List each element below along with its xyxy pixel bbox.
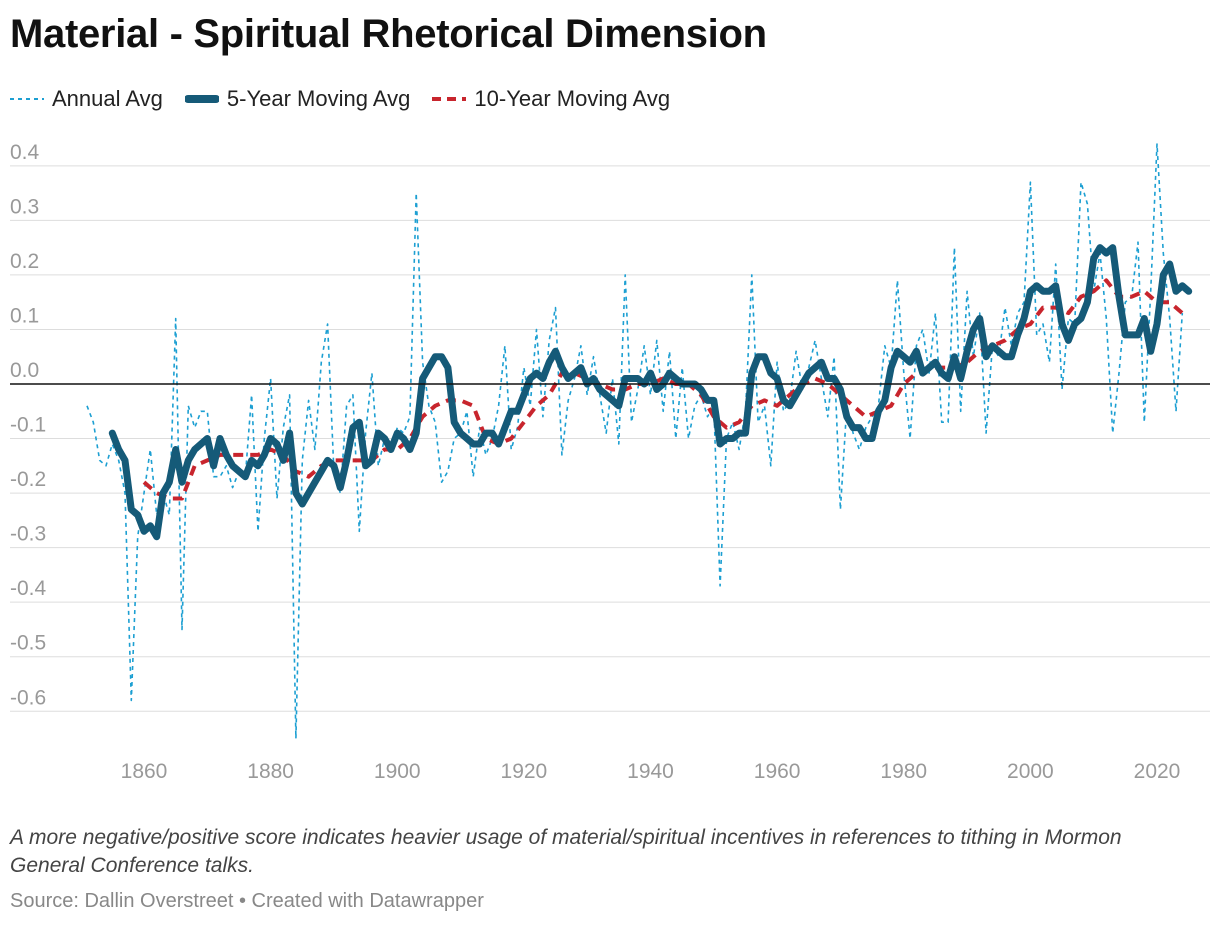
x-tick-label: 2020 [1134, 760, 1181, 783]
legend-swatch-10-year-moving-avg [432, 97, 467, 101]
y-tick-label: 0.1 [10, 304, 39, 327]
y-tick-label: -0.5 [10, 632, 46, 655]
x-tick-label: 1980 [880, 760, 927, 783]
x-tick-label: 1940 [627, 760, 674, 783]
chart-legend: Annual Avg 5-Year Moving Avg 10-Year Mov… [10, 86, 692, 112]
x-tick-label: 2000 [1007, 760, 1054, 783]
legend-label-annual-avg: Annual Avg [52, 86, 163, 111]
legend-swatch-5-year-moving-avg [184, 95, 219, 103]
y-tick-label: 0.4 [10, 141, 40, 164]
y-tick-label: 0.2 [10, 250, 39, 273]
legend-item-10-year-moving-avg: 10-Year Moving Avg [432, 86, 670, 112]
series-line-annual-avg [86, 143, 1184, 740]
series-line-5-year-moving-avg [108, 244, 1193, 541]
series-line-10-year-moving-avg [142, 278, 1189, 501]
x-tick-label: 1900 [374, 760, 421, 783]
x-tick-label: 1860 [121, 760, 168, 783]
chart-title: Material - Spiritual Rhetorical Dimensio… [10, 12, 767, 56]
x-tick-label: 1920 [501, 760, 548, 783]
legend-item-annual-avg: Annual Avg [10, 86, 163, 112]
legend-label-5-year-moving-avg: 5-Year Moving Avg [226, 86, 411, 111]
chart-note: A more negative/positive score indicates… [10, 826, 1122, 877]
legend-label-10-year-moving-avg: 10-Year Moving Avg [474, 86, 671, 111]
y-tick-label: 0.3 [10, 195, 39, 218]
y-tick-label: -0.6 [10, 686, 46, 709]
legend-item-5-year-moving-avg: 5-Year Moving Avg [184, 86, 411, 112]
x-tick-label: 1880 [247, 760, 294, 783]
chart-source: Source: Dallin Overstreet • Created with… [10, 890, 484, 912]
legend-swatch-annual-avg [10, 98, 44, 100]
y-tick-label: 0.0 [10, 359, 39, 382]
x-tick-label: 1960 [754, 760, 801, 783]
line-chart-plot: 0.4 0.3 0.2 0.1 0.0 -0.1 -0.2 -0.3 -0.4 -0.5 -0.6 1… [10, 141, 1210, 783]
y-tick-label: -0.4 [10, 577, 47, 600]
y-tick-label: -0.3 [10, 523, 46, 546]
y-tick-label: -0.2 [10, 468, 46, 491]
y-tick-label: -0.1 [10, 414, 46, 437]
